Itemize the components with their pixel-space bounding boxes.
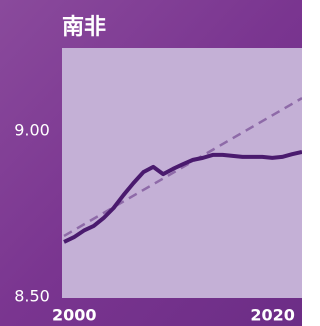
chart: 南非 8.50 9.00 2000 2020 bbox=[0, 0, 302, 326]
chart-title: 南非 bbox=[62, 15, 106, 40]
y-tick-label: 8.50 bbox=[14, 287, 50, 306]
x-tick-label: 2020 bbox=[250, 306, 295, 325]
y-tick-label: 9.00 bbox=[14, 121, 50, 140]
x-tick-label: 2000 bbox=[52, 306, 97, 325]
plot-area bbox=[62, 48, 302, 298]
